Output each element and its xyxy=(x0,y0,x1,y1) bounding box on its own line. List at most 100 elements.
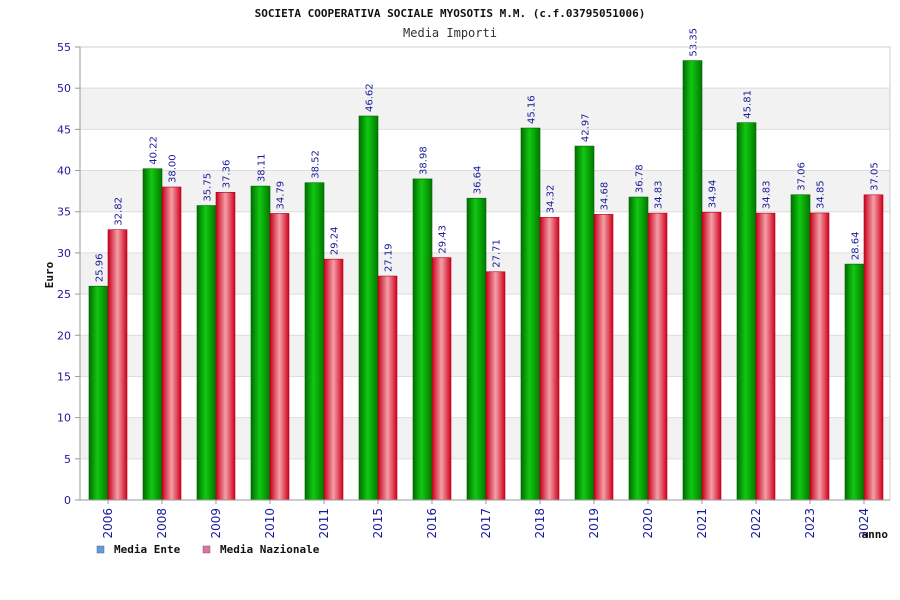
x-tick-label-2008: 2008 xyxy=(155,508,169,539)
data-label-media-ente-2020: 36.78 xyxy=(635,164,646,193)
bar-media-ente-2010 xyxy=(250,185,271,501)
data-label-media-ente-2011: 38.52 xyxy=(311,150,322,179)
data-label-media-nazionale-2010: 34.79 xyxy=(276,181,287,210)
y-tick-label-35: 35 xyxy=(57,206,71,219)
bars xyxy=(88,60,884,501)
data-label-media-ente-2022: 45.81 xyxy=(743,90,754,119)
grid-band xyxy=(80,88,890,130)
y-tick-label-15: 15 xyxy=(57,370,71,383)
bar-media-nazionale-2016 xyxy=(431,257,452,501)
legend-label-media-nazionale: Media Nazionale xyxy=(220,543,320,556)
x-tick-label-2010: 2010 xyxy=(263,508,277,539)
data-label-media-ente-2015: 46.62 xyxy=(365,83,376,112)
y-tick-label-25: 25 xyxy=(57,288,71,301)
bar-media-ente-2011 xyxy=(304,182,325,501)
bar-media-ente-2006 xyxy=(88,285,109,501)
legend-label-media-ente: Media Ente xyxy=(114,543,181,556)
bar-media-nazionale-2015 xyxy=(377,275,398,501)
data-label-media-nazionale-2008: 38.00 xyxy=(168,154,179,183)
x-tick-label-2023: 2023 xyxy=(803,508,817,539)
bar-media-nazionale-2019 xyxy=(593,214,614,501)
data-label-media-nazionale-2021: 34.94 xyxy=(708,180,719,209)
x-tick-label-2019: 2019 xyxy=(587,508,601,539)
bar-media-nazionale-2022 xyxy=(755,212,776,501)
x-tick-label-2017: 2017 xyxy=(479,508,493,539)
data-labels: 25.96 40.22 35.75 38.11 38.52 46.62 38.98 36.64… xyxy=(95,28,881,282)
y-tick-label-5: 5 xyxy=(64,453,71,466)
y-tick-labels: 0 5 10 15 20 25 30 35 40 45 50 55 xyxy=(57,41,80,507)
x-tick-label-2018: 2018 xyxy=(533,508,547,539)
x-tick-label-2021: 2021 xyxy=(695,508,709,539)
bar-media-ente-2019 xyxy=(574,145,595,501)
x-tick-label-2020: 2020 xyxy=(641,508,655,539)
y-axis-label: Euro xyxy=(43,261,56,288)
data-label-media-ente-2009: 35.75 xyxy=(203,173,214,202)
bar-media-nazionale-2006 xyxy=(107,229,128,501)
bar-media-nazionale-2021 xyxy=(701,211,722,501)
bar-media-ente-2018 xyxy=(520,127,541,501)
bar-media-nazionale-2011 xyxy=(323,258,344,501)
data-label-media-ente-2006: 25.96 xyxy=(95,254,106,283)
data-label-media-ente-2016: 38.98 xyxy=(419,146,430,175)
data-label-media-ente-2024: 28.64 xyxy=(851,231,862,260)
x-tick-label-2022: 2022 xyxy=(749,508,763,539)
y-tick-label-50: 50 xyxy=(57,82,71,95)
bar-media-ente-2015 xyxy=(358,115,379,501)
y-tick-label-20: 20 xyxy=(57,329,71,342)
bar-media-nazionale-2024 xyxy=(863,194,884,501)
x-tick-label-2016: 2016 xyxy=(425,508,439,539)
data-label-media-ente-2010: 38.11 xyxy=(257,153,268,182)
bar-media-ente-2021 xyxy=(682,60,703,501)
data-label-media-nazionale-2019: 34.68 xyxy=(600,182,611,211)
y-tick-label-30: 30 xyxy=(57,247,71,260)
bar-media-ente-2017 xyxy=(466,197,487,501)
bar-media-ente-2023 xyxy=(790,194,811,501)
data-label-media-ente-2017: 36.64 xyxy=(473,166,484,195)
y-tick-label-40: 40 xyxy=(57,165,71,178)
data-label-media-ente-2018: 45.16 xyxy=(527,95,538,124)
chart-title: SOCIETA COOPERATIVA SOCIALE MYOSOTIS M.M… xyxy=(255,7,646,20)
data-label-media-ente-2021: 53.35 xyxy=(689,28,700,57)
bar-media-nazionale-2010 xyxy=(269,213,290,501)
bar-media-nazionale-2018 xyxy=(539,217,560,501)
x-tick-label-2011: 2011 xyxy=(317,508,331,539)
chart-subtitle: Media Importi xyxy=(403,26,497,40)
data-label-media-ente-2008: 40.22 xyxy=(149,136,160,165)
y-tick-label-55: 55 xyxy=(57,41,71,54)
x-tick-label-2024: 2024 xyxy=(857,508,871,539)
y-tick-label-10: 10 xyxy=(57,412,71,425)
legend: Media Ente Media Nazionale xyxy=(96,543,320,556)
bar-media-ente-2024 xyxy=(844,263,865,501)
bar-media-ente-2020 xyxy=(628,196,649,501)
x-tick-label-2009: 2009 xyxy=(209,508,223,539)
x-tick-label-2015: 2015 xyxy=(371,508,385,539)
legend-swatch-media-ente xyxy=(96,545,105,554)
bar-media-ente-2009 xyxy=(196,205,217,501)
data-label-media-nazionale-2016: 29.43 xyxy=(438,225,449,254)
x-axis-label: anno xyxy=(862,528,889,541)
data-label-media-ente-2023: 37.06 xyxy=(797,162,808,191)
bar-media-nazionale-2009 xyxy=(215,191,236,501)
bar-media-nazionale-2017 xyxy=(485,271,506,501)
x-tick-labels: 2006 2008 2009 2010 2011 2015 2016 2017 2018 2019… xyxy=(101,500,871,539)
bar-media-ente-2008 xyxy=(142,168,163,501)
bar-media-ente-2022 xyxy=(736,122,757,501)
data-label-media-nazionale-2018: 34.32 xyxy=(546,185,557,214)
legend-swatch-media-nazionale xyxy=(202,545,211,554)
data-label-media-nazionale-2022: 34.83 xyxy=(762,180,773,209)
y-tick-label-0: 0 xyxy=(64,494,71,507)
bar-media-nazionale-2008 xyxy=(161,186,182,501)
bar-media-nazionale-2020 xyxy=(647,212,668,501)
data-label-media-nazionale-2020: 34.83 xyxy=(654,180,665,209)
bar-media-ente-2016 xyxy=(412,178,433,501)
x-tick-label-2006: 2006 xyxy=(101,508,115,539)
data-label-media-nazionale-2024: 37.05 xyxy=(870,162,881,191)
data-label-media-nazionale-2006: 32.82 xyxy=(114,197,125,226)
data-label-media-nazionale-2009: 37.36 xyxy=(222,160,233,189)
y-tick-label-45: 45 xyxy=(57,123,71,136)
data-label-media-nazionale-2023: 34.85 xyxy=(816,180,827,209)
bar-media-nazionale-2023 xyxy=(809,212,830,501)
data-label-media-nazionale-2017: 27.71 xyxy=(492,239,503,268)
axes xyxy=(79,46,891,501)
